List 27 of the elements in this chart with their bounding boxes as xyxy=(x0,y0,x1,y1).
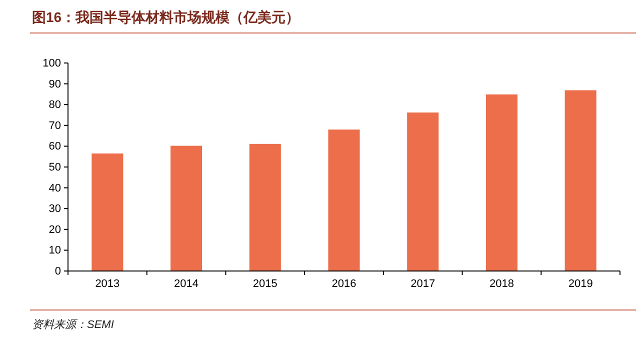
y-tick-label: 90 xyxy=(48,78,61,90)
bar xyxy=(486,94,518,271)
y-tick-label: 0 xyxy=(54,266,61,278)
y-tick-label: 70 xyxy=(48,120,61,132)
x-tick-label: 2016 xyxy=(332,278,356,290)
x-tick-label: 2013 xyxy=(95,278,120,290)
y-tick-label: 50 xyxy=(48,162,61,174)
y-tick-label: 100 xyxy=(42,58,61,70)
y-tick-label: 10 xyxy=(48,244,61,257)
bar xyxy=(564,90,596,271)
x-tick-label: 2015 xyxy=(252,278,278,290)
y-tick-label: 60 xyxy=(48,140,61,153)
bar xyxy=(407,112,439,271)
bar xyxy=(170,146,202,271)
bar xyxy=(92,153,124,271)
x-tick-label: 2018 xyxy=(489,278,514,290)
x-tick-label: 2014 xyxy=(174,278,199,290)
y-tick-label: 20 xyxy=(48,224,61,236)
y-tick-label: 80 xyxy=(48,99,61,112)
text: 资料来源：SEMI xyxy=(32,318,114,331)
y-tick-label: 40 xyxy=(48,182,61,194)
x-tick-label: 2017 xyxy=(410,278,436,290)
chart-title: 图16：我国半导体材料市场规模（亿美元） xyxy=(32,9,300,25)
bar xyxy=(328,130,360,271)
x-tick-label: 2019 xyxy=(568,278,593,290)
bar xyxy=(249,144,281,271)
y-tick-label: 30 xyxy=(48,203,61,216)
